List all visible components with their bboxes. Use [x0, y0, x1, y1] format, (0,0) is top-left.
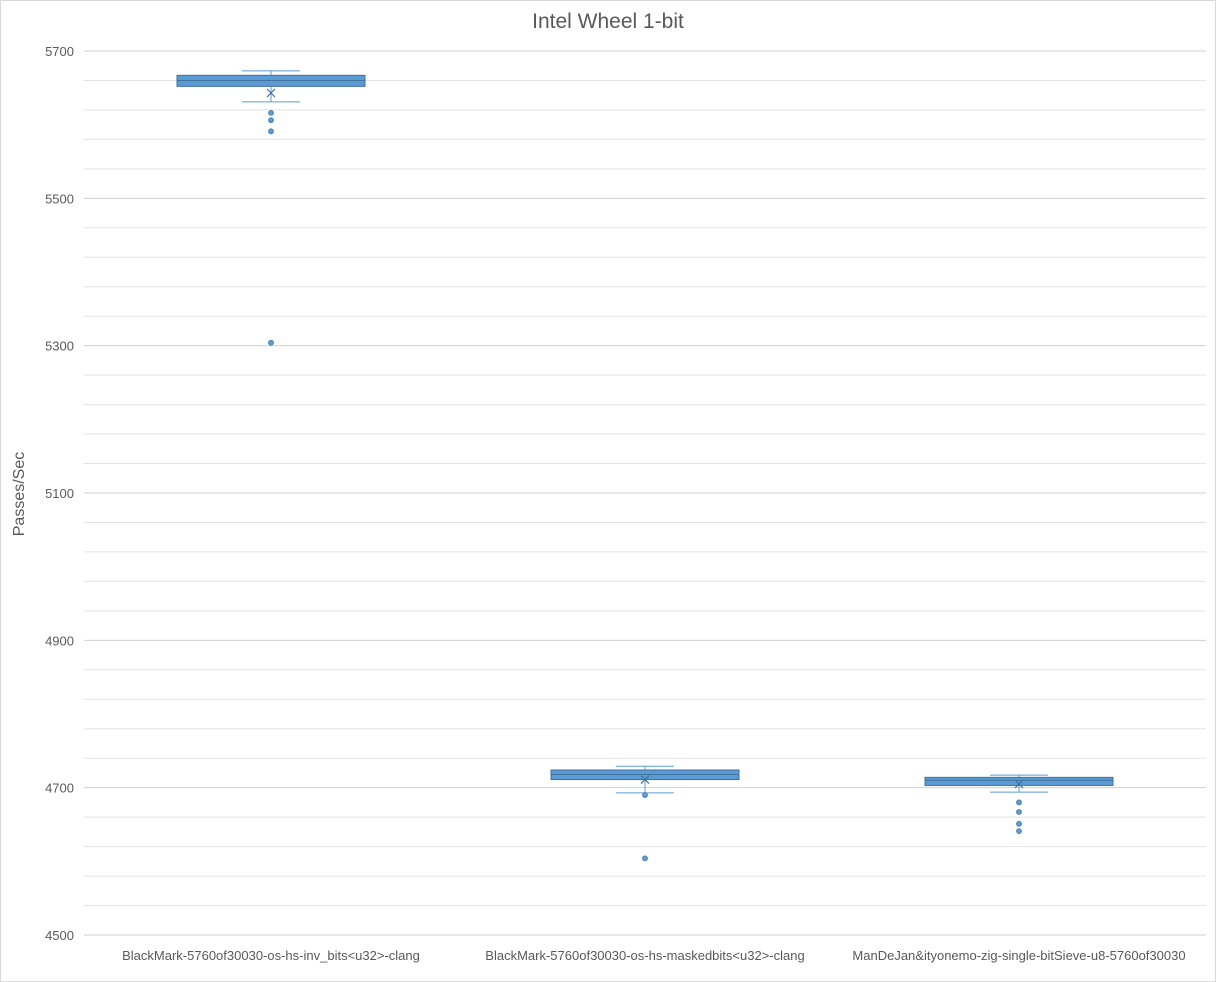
mean-marker	[640, 775, 650, 784]
chart-title: Intel Wheel 1-bit	[532, 10, 684, 33]
outlier-point	[268, 109, 274, 116]
outlier-point	[642, 792, 648, 798]
outlier-point	[1016, 828, 1022, 835]
y-tick-label: 5300	[45, 339, 74, 354]
category-label: BlackMark-5760of30030-os-hs-inv_bits<u32…	[122, 948, 420, 963]
category-label: BlackMark-5760of30030-os-hs-maskedbits<u…	[485, 948, 804, 963]
y-tick-label: 4900	[45, 633, 74, 648]
y-tick-labels: 4500 4700 4900 5100 5300 5500 5700	[45, 44, 74, 943]
box-group	[550, 765, 740, 862]
y-tick-label: 4500	[45, 928, 74, 943]
y-tick-label: 5500	[45, 191, 74, 206]
mean-marker	[266, 88, 276, 98]
outlier-point	[268, 128, 274, 135]
category-labels: BlackMark-5760of30030-os-hs-inv_bits<u32…	[122, 948, 1185, 963]
y-tick-label: 5100	[45, 486, 74, 501]
y-tick-label: 4700	[45, 781, 74, 796]
category-label: ManDeJan&ityonemo-zig-single-bitSieve-u8…	[852, 948, 1185, 963]
outlier-point	[1016, 820, 1022, 827]
box-group	[924, 774, 1114, 835]
boxes	[176, 70, 1114, 862]
outlier-point	[1016, 809, 1022, 815]
outlier-point	[1016, 799, 1022, 806]
box-group	[176, 70, 366, 346]
mean-marker	[1014, 779, 1024, 789]
outlier-point	[268, 117, 274, 124]
y-tick-label: 5700	[45, 44, 74, 59]
outlier-point	[268, 339, 274, 346]
iqr-box	[924, 776, 1114, 786]
gridlines	[84, 50, 1206, 936]
outlier-point	[642, 855, 648, 862]
